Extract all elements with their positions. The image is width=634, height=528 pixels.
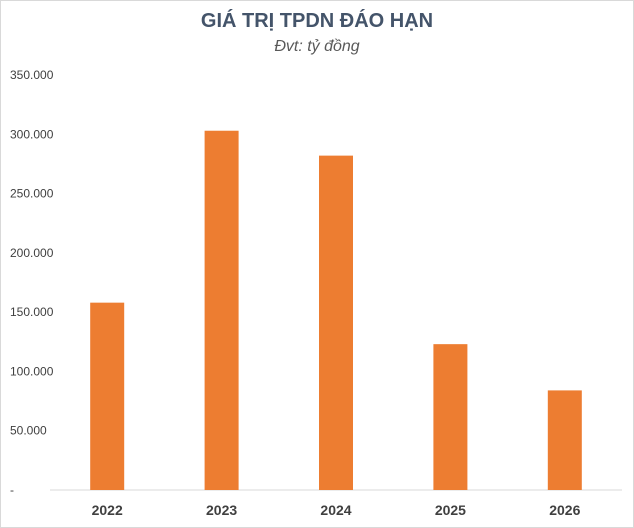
x-tick-label: 2026: [549, 502, 580, 518]
bar-2023: [204, 130, 239, 490]
y-tick-label: 100.000: [10, 364, 54, 378]
chart-title: GIÁ TRỊ TPDN ĐÁO HẠN: [200, 10, 434, 32]
y-tick-label: 350.000: [10, 68, 54, 82]
y-tick-label: -: [10, 483, 14, 497]
bar-2022: [90, 302, 125, 490]
bar-2025: [433, 344, 468, 490]
y-tick-label: 150.000: [10, 305, 54, 319]
y-tick-label: 200.000: [10, 246, 54, 260]
y-tick-label: 250.000: [10, 187, 54, 201]
x-tick-label: 2024: [320, 502, 351, 518]
x-tick-label: 2023: [206, 502, 237, 518]
x-tick-label: 2022: [92, 502, 123, 518]
x-tick-label: 2025: [435, 502, 466, 518]
y-tick-label: 50.000: [10, 424, 47, 438]
bar-2024: [319, 155, 353, 490]
y-tick-label: 300.000: [10, 127, 54, 141]
chart-subtitle: Đvt: tỷ đồng: [274, 38, 360, 55]
bar-2026: [547, 390, 582, 490]
